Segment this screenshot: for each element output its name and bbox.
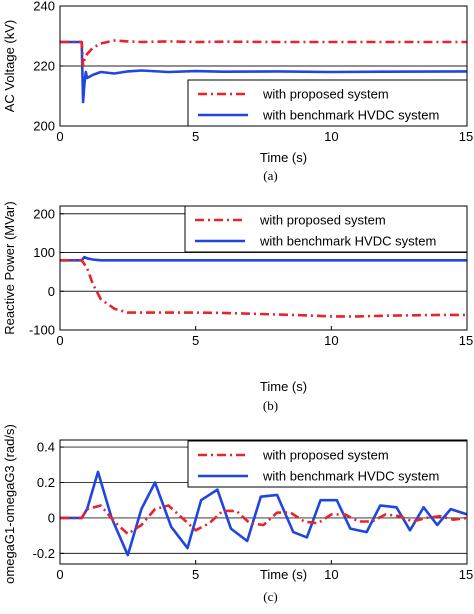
- series-line-benchmark: [60, 255, 467, 262]
- y-tick-label: 240: [33, 0, 55, 14]
- x-tick-label: 5: [192, 129, 199, 144]
- x-tick-label: 15: [459, 333, 473, 348]
- x-axis-label: Time (s): [260, 150, 307, 165]
- legend-box: [187, 79, 468, 127]
- legend-box: [184, 205, 468, 253]
- x-tick-label: 10: [324, 567, 338, 582]
- x-tick-label: 10: [324, 333, 338, 348]
- x-tick-label: 0: [56, 333, 63, 348]
- y-tick-label: 200: [33, 119, 55, 134]
- y-tick-label: 220: [33, 59, 55, 74]
- series-line-benchmark: [60, 40, 467, 104]
- y-tick-label: -100: [29, 323, 55, 338]
- y-tick-label: 0.2: [37, 475, 55, 490]
- series-line-proposed: [60, 258, 467, 318]
- y-tick-label: 100: [33, 245, 55, 260]
- y-axis-label: Reactive Power (MVar): [2, 201, 17, 334]
- x-tick-label: 5: [192, 567, 199, 582]
- legend-box: [187, 440, 468, 488]
- legend-entry: with proposed system: [262, 448, 389, 463]
- x-tick-label: 15: [459, 129, 473, 144]
- x-axis-label: Time (s): [260, 379, 307, 394]
- series-line-proposed: [60, 504, 467, 536]
- panel-label: (a): [263, 168, 277, 183]
- series-line-benchmark: [60, 470, 467, 557]
- panel-label: (b): [263, 398, 278, 413]
- legend-entry: with benchmark HVDC system: [259, 234, 436, 249]
- legend-entry: with proposed system: [259, 213, 386, 228]
- y-axis-label: AC Voltage (kV): [2, 20, 17, 113]
- legend-entry: with benchmark HVDC system: [262, 108, 439, 123]
- y-tick-label: 0.4: [37, 440, 55, 455]
- x-axis-label: Time (s): [260, 567, 307, 582]
- x-tick-label: 10: [324, 129, 338, 144]
- y-tick-label: 0: [48, 284, 55, 299]
- series-line-proposed: [60, 39, 467, 68]
- x-tick-label: 15: [459, 567, 473, 582]
- y-tick-label: 0: [48, 510, 55, 525]
- chart-panel-1: 200 220 240 0 5 10 15 with proposed system with …: [2, 0, 473, 183]
- legend-entry: with proposed system: [262, 87, 389, 102]
- y-tick-label: 200: [33, 206, 55, 221]
- legend-entry: with benchmark HVDC system: [262, 469, 439, 484]
- panel-label: (c): [263, 589, 277, 604]
- x-tick-label: 0: [56, 567, 63, 582]
- x-tick-label: 0: [56, 129, 63, 144]
- y-tick-label: -0.2: [33, 546, 55, 561]
- x-tick-label: 5: [192, 333, 199, 348]
- axes-frame: [59, 439, 468, 565]
- y-axis-label: omegaG1-omegaG3 (rad/s): [2, 424, 17, 584]
